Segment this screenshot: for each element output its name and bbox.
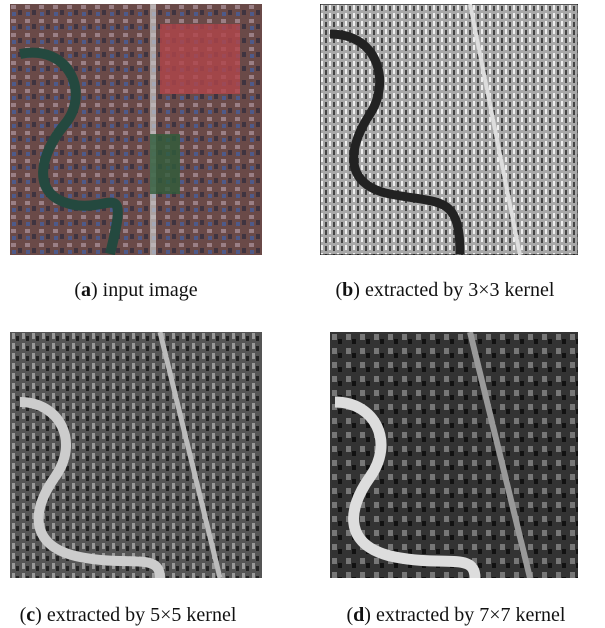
caption-text: ( — [336, 279, 343, 301]
output-3x3 — [320, 4, 578, 255]
input-image — [10, 4, 262, 255]
output-7x7 — [330, 332, 578, 578]
caption-text: b — [342, 279, 353, 301]
caption-text: ( — [347, 604, 354, 626]
output-5x5 — [10, 332, 262, 578]
caption: (c) extracted by 5×5 kernel — [20, 604, 237, 627]
caption-text: ) extracted by 5×5 kernel — [35, 604, 236, 626]
caption-text: a — [81, 279, 91, 301]
caption-text: ( — [74, 279, 81, 301]
caption-text: ( — [20, 604, 27, 626]
caption-text: c — [26, 604, 35, 626]
caption-text: ) extracted by 3×3 kernel — [353, 279, 554, 301]
caption: (d) extracted by 7×7 kernel — [347, 604, 566, 627]
caption-text: ) extracted by 7×7 kernel — [364, 604, 565, 626]
caption: (a) input image — [74, 279, 197, 302]
caption-text: d — [353, 604, 364, 626]
figure: (a) input image (b) extracted by 3×3 ker… — [0, 0, 605, 628]
caption-text: ) input image — [91, 279, 198, 301]
caption: (b) extracted by 3×3 kernel — [336, 279, 555, 302]
